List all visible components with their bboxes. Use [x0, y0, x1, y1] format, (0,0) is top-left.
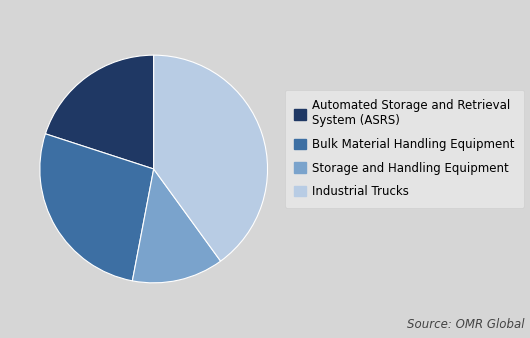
Text: Source: OMR Global: Source: OMR Global [407, 318, 525, 331]
Wedge shape [46, 55, 154, 169]
Legend: Automated Storage and Retrieval
System (ASRS), Bulk Material Handling Equipment,: Automated Storage and Retrieval System (… [285, 90, 524, 208]
Wedge shape [132, 169, 220, 283]
Wedge shape [154, 55, 268, 261]
Wedge shape [40, 134, 154, 281]
